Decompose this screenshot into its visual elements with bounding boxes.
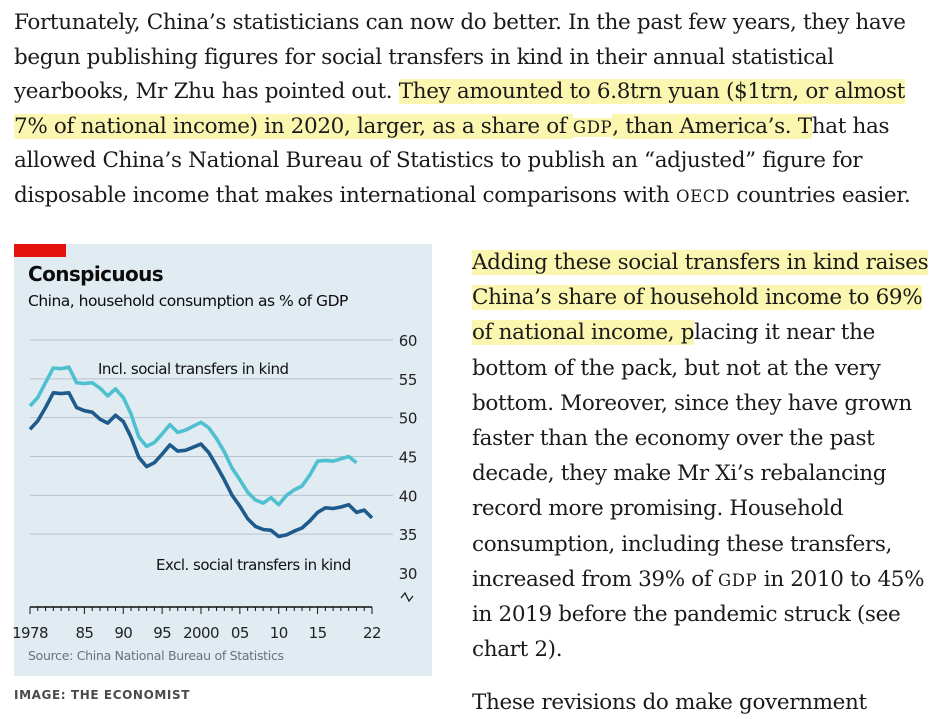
x-tick-label: 95 bbox=[153, 624, 171, 642]
axis-break-mark bbox=[400, 591, 414, 603]
paragraph-line: 7% of national income) in 2020, larger, … bbox=[14, 110, 890, 144]
x-tick-label: 90 bbox=[114, 624, 132, 642]
paragraph-line: These revisions do make government bbox=[472, 690, 867, 715]
highlighted-text: Adding these social transfers in kind ra… bbox=[472, 250, 929, 275]
paragraph-line: faster than the economy over the past bbox=[472, 422, 875, 456]
text-segment: bottom of the pack, but not at the very bbox=[472, 355, 881, 381]
x-tick-label: 22 bbox=[363, 624, 381, 642]
chart-subtitle: China, household consumption as % of GDP bbox=[28, 292, 348, 310]
x-tick-label: 85 bbox=[75, 624, 93, 642]
highlighted-text: They amounted to 6.8trn yuan ($1trn, or … bbox=[398, 79, 905, 105]
series-line-excl bbox=[28, 391, 374, 539]
x-tick-label: 10 bbox=[270, 624, 288, 642]
y-tick-label: 50 bbox=[399, 410, 417, 428]
text-segment: in 2010 to 45% bbox=[757, 566, 925, 592]
text-segment: in 2019 before the pandemic struck (see bbox=[472, 602, 901, 627]
paragraph-line: consumption, including these transfers, bbox=[472, 528, 892, 562]
paragraph-line: begun publishing figures for social tran… bbox=[14, 41, 834, 75]
x-tick-label: 15 bbox=[309, 624, 327, 642]
text-segment: faster than the economy over the past bbox=[472, 426, 875, 451]
text-segment: decade, they make Mr Xi’s rebalancing bbox=[472, 461, 887, 487]
paragraph-line: bottom. Moreover, since they have grown bbox=[472, 387, 912, 421]
paragraph-line: decade, they make Mr Xi’s rebalancing bbox=[472, 457, 887, 491]
paragraph-line: bottom of the pack, but not at the very bbox=[472, 352, 881, 386]
economist-red-flag bbox=[14, 244, 66, 257]
text-segment: lacing it near the bbox=[694, 320, 875, 346]
text-segment: increased from 39% of bbox=[472, 566, 718, 592]
paragraph-line: in 2019 before the pandemic struck (see bbox=[472, 598, 901, 632]
chart-source: Source: China National Bureau of Statist… bbox=[28, 648, 284, 663]
x-tick-label: 05 bbox=[231, 624, 249, 642]
image-credit: IMAGE: THE ECONOMIST bbox=[14, 688, 191, 702]
next-paragraph: These revisions do make government bbox=[472, 686, 950, 719]
paragraph-line: increased from 39% of GDP in 2010 to 45% bbox=[472, 563, 925, 597]
paragraph-line: chart 2). bbox=[472, 633, 563, 667]
chart-title: Conspicuous bbox=[28, 262, 164, 286]
text-segment: hat has bbox=[811, 113, 890, 139]
y-tick-label: 40 bbox=[399, 487, 417, 505]
side-paragraph: Adding these social transfers in kind ra… bbox=[472, 246, 950, 666]
highlighted-text: of national income, p bbox=[472, 320, 695, 346]
text-segment: bottom. Moreover, since they have grown bbox=[472, 390, 912, 416]
series-line-incl bbox=[28, 365, 358, 507]
text-segment: record more promising. Household bbox=[472, 496, 843, 522]
highlighted-text: China’s share of household income to 69% bbox=[472, 285, 923, 311]
paragraph-line: disposable income that makes internation… bbox=[14, 179, 911, 213]
series-label-excl: Excl. social transfers in kind bbox=[156, 556, 351, 574]
y-tick-label: 55 bbox=[399, 371, 417, 389]
text-segment: countries easier. bbox=[729, 183, 911, 208]
paragraph-line: of national income, placing it near the bbox=[472, 316, 875, 350]
paragraph-line: Adding these social transfers in kind ra… bbox=[472, 246, 929, 280]
text-segment: GDP bbox=[718, 570, 758, 590]
text-segment: yearbooks, Mr Zhu has pointed out. bbox=[14, 79, 399, 105]
text-segment: begun publishing figures for social tran… bbox=[14, 44, 834, 70]
highlighted-text: 7% of national income) in 2020, larger, … bbox=[14, 113, 573, 139]
text-segment: OECD bbox=[675, 187, 730, 206]
y-tick-label: 60 bbox=[399, 332, 417, 350]
highlighted-text: , than America’s. T bbox=[612, 113, 812, 139]
paragraph-line: Fortunately, China’s statisticians can n… bbox=[14, 6, 906, 40]
paragraph-line: record more promising. Household bbox=[472, 492, 843, 526]
text-segment: allowed China’s National Bureau of Stati… bbox=[14, 148, 863, 174]
text-segment: chart 2). bbox=[472, 637, 563, 663]
highlighted-text: GDP bbox=[572, 117, 613, 137]
y-tick-label: 35 bbox=[399, 526, 417, 544]
y-tick-label: 45 bbox=[399, 449, 417, 467]
intro-paragraph: Fortunately, China’s statisticians can n… bbox=[14, 6, 944, 216]
text-segment: disposable income that makes internation… bbox=[14, 183, 676, 208]
paragraph-line: allowed China’s National Bureau of Stati… bbox=[14, 144, 863, 178]
paragraph-line: yearbooks, Mr Zhu has pointed out. They … bbox=[14, 75, 905, 109]
text-segment: consumption, including these transfers, bbox=[472, 531, 893, 557]
x-tick-label: 1978 bbox=[12, 624, 48, 642]
y-tick-label: 30 bbox=[399, 565, 417, 583]
text-segment: Fortunately, China’s statisticians can n… bbox=[14, 10, 906, 35]
paragraph-line: China’s share of household income to 69% bbox=[472, 281, 923, 315]
chart-plot: 30 35 40 45 50 55 60 1978 85 90 95 2000 05 10 15 22 Incl… bbox=[12, 332, 417, 642]
chart-card bbox=[14, 244, 432, 676]
series-label-incl: Incl. social transfers in kind bbox=[98, 360, 289, 378]
x-tick-label: 2000 bbox=[183, 624, 219, 642]
